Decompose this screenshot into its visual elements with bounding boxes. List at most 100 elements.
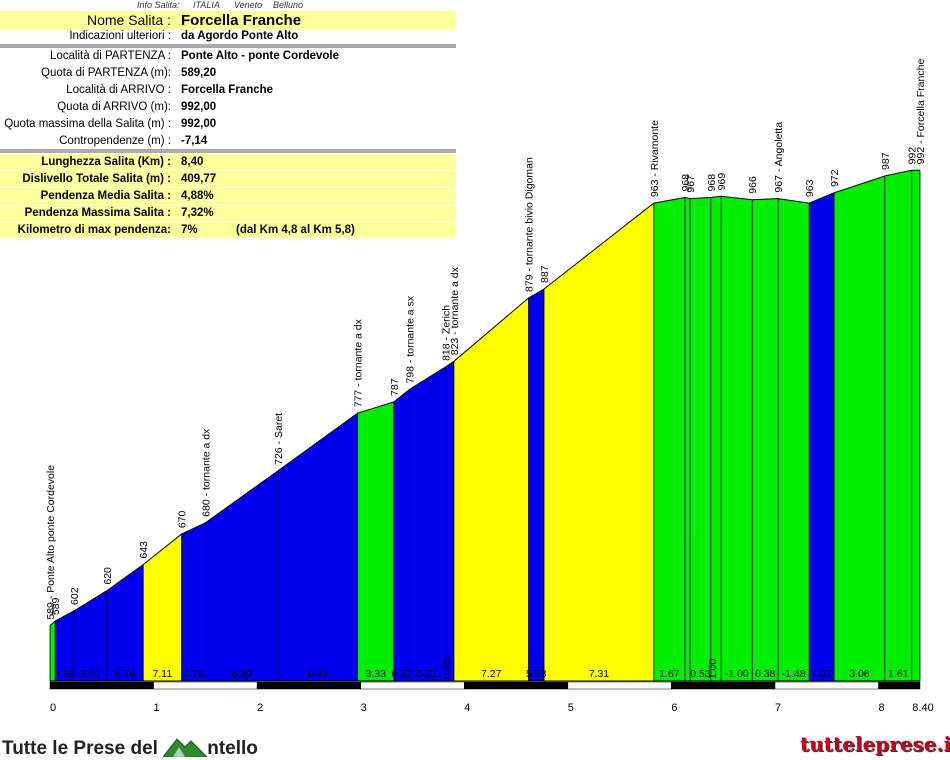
- x-tick-label: 8: [879, 702, 885, 714]
- x-tick-label: 5: [568, 702, 574, 714]
- profile-segment: [357, 401, 394, 681]
- profile-segment: [55, 611, 74, 681]
- waypoint-label: 963 - Rivamonte: [649, 120, 661, 197]
- info-row-label: Quota di ARRIVO (m):: [57, 101, 171, 113]
- x-tick-label: 8.40: [912, 702, 933, 714]
- profile-areas: [50, 170, 920, 682]
- profile-segment: [809, 192, 835, 681]
- waypoint-label: 963: [804, 179, 816, 197]
- profile-segment: [277, 413, 358, 681]
- slope-label: -1.48: [782, 668, 806, 680]
- stat-row: Kilometro di max pendenza: 7% (dal Km 4,…: [0, 222, 456, 238]
- x-tick-label: 1: [154, 702, 160, 714]
- info-row: Località di PARTENZA : Ponte Alto - pont…: [0, 48, 456, 64]
- stat-label: Pendenza Media Salita :: [40, 190, 171, 202]
- profile-segment: [778, 198, 810, 681]
- profile-segment: [73, 590, 107, 681]
- waypoint-label: 798 - tornante a sx: [404, 295, 416, 383]
- waypoint-label: 620: [102, 567, 114, 585]
- slope-label: 4.07: [811, 668, 832, 680]
- waypoint-label: 602: [69, 587, 81, 605]
- waypoint-label: 726 - Saret: [273, 413, 285, 465]
- footer-logo: Tutte le Prese del ntello: [2, 735, 258, 760]
- km-scale-segment: [49, 681, 154, 690]
- info-row-label: Località di PARTENZA :: [49, 50, 171, 62]
- waypoint-label: 670: [177, 510, 189, 528]
- info-row-label: Indicazioni ulteriori :: [69, 30, 171, 42]
- waypoint-label: 777 - tornante a dx: [353, 318, 365, 407]
- profile-segment: [528, 289, 545, 681]
- slope-label: 5.19: [54, 668, 75, 680]
- stat-extra: (dal Km 4,8 al Km 5,8): [236, 224, 355, 236]
- profile-segment: [409, 366, 446, 681]
- footer-logo-text: Tutte le Prese del: [2, 738, 158, 759]
- info-row: Località di ARRIVO : Forcella Franche: [0, 82, 456, 98]
- stat-value: 8,40: [181, 156, 204, 168]
- x-tick-label: 2: [257, 702, 263, 714]
- stat-label: Lunghezza Salita (Km) :: [41, 156, 171, 168]
- info-row-value: Ponte Alto - ponte Cordevole: [181, 50, 340, 62]
- profile-segment: [884, 170, 912, 682]
- waypoint-label: 968: [706, 174, 718, 192]
- profile-segment: [684, 197, 691, 681]
- stat-row: Pendenza Massima Salita : 7,32%: [0, 205, 456, 221]
- waypoint-label: 787: [389, 378, 401, 396]
- profile-segment: [710, 196, 722, 682]
- slope-label: 3.06: [849, 668, 870, 680]
- x-tick-label: 6: [671, 702, 677, 714]
- slope-label: 4.76: [183, 668, 204, 680]
- waypoint-label: 643: [138, 541, 150, 559]
- separator: [0, 44, 456, 48]
- slope-label: 0.53: [690, 668, 711, 680]
- waypoint-label: 967: [685, 175, 697, 193]
- waypoint-label: 818 - Zerich: [441, 305, 453, 361]
- stat-value: 409,77: [181, 173, 217, 185]
- climb-name-label: Nome Salita :: [86, 12, 171, 28]
- separator: [0, 149, 456, 153]
- profile-outline: [49, 169, 920, 626]
- km-scale-segment: [671, 681, 776, 690]
- km-scale-segment: [153, 681, 258, 690]
- website-link[interactable]: tutteleprese.it: [800, 732, 950, 756]
- waypoint-label: 992 - Forcella Franche: [915, 59, 927, 165]
- x-tick-label: 3: [361, 702, 367, 714]
- km-scale-segment: [464, 681, 569, 690]
- stat-row: Lunghezza Salita (Km) : 8,40: [0, 154, 456, 170]
- waypoint-label: 589 - Ponte Alto ponte Cordevole: [45, 465, 57, 620]
- slope-label: 6.37: [391, 668, 412, 680]
- slope-label: 6.76: [115, 668, 136, 680]
- segment-divider-lines: [49, 169, 921, 682]
- slope-label: 6.39: [231, 668, 252, 680]
- stat-value: 7%: [181, 224, 198, 236]
- slope-label: -1.00: [725, 668, 749, 680]
- profile-segment: [205, 470, 278, 681]
- waypoint-label: 968: [680, 174, 692, 192]
- info-row: Indicazioni ulteriori : da Agordo Ponte …: [0, 28, 456, 44]
- km-scale-segment: [256, 681, 361, 690]
- profile-segment: [453, 298, 529, 681]
- profile-segment: [544, 203, 654, 681]
- slope-label: 1.67: [659, 668, 680, 680]
- waypoint-label: 887: [539, 265, 551, 283]
- x-tick-label: 0: [50, 702, 56, 714]
- info-meta-province: Belluno: [273, 0, 304, 10]
- km-scale-bar: [49, 681, 921, 690]
- x-tick-label: 7: [775, 702, 781, 714]
- stat-value: 7,32%: [181, 207, 214, 219]
- waypoint-label: 972: [829, 169, 841, 187]
- stat-value: 4,88%: [181, 190, 214, 202]
- info-row-value: Forcella Franche: [181, 84, 274, 96]
- slope-label: 1.00: [707, 659, 719, 680]
- waypoint-label: 987: [880, 152, 892, 170]
- stat-label: Pendenza Massima Salita :: [24, 207, 171, 219]
- profile-segment: [653, 197, 685, 681]
- km-scale-segment: [360, 681, 465, 690]
- slope-label: 5.53: [526, 668, 547, 680]
- climb-name: Forcella Franche: [181, 12, 302, 29]
- waypoint-label: 879 - tornante bivio Digoman: [524, 157, 536, 292]
- profile-segment: [181, 522, 206, 681]
- slope-label: 7.11: [153, 668, 173, 680]
- profile-segment: [752, 198, 779, 681]
